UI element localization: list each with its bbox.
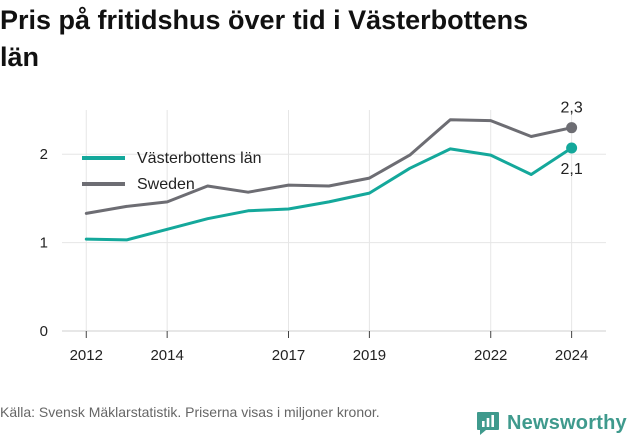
brand-name: Newsworthy bbox=[507, 411, 627, 434]
series-line-vasterbotten bbox=[84, 146, 574, 242]
legend-label-vasterbotten: Västerbottens län bbox=[137, 150, 262, 167]
grid-lines bbox=[62, 110, 606, 332]
series-line-sweden bbox=[84, 118, 574, 215]
legend-label-sweden: Sweden bbox=[137, 176, 195, 193]
legend: Västerbottens län Sweden bbox=[82, 150, 262, 193]
y-tick-label: 0 bbox=[40, 323, 48, 340]
x-tick-label: 2019 bbox=[353, 347, 386, 364]
end-point-vasterbotten bbox=[566, 142, 578, 154]
x-tick-label: 2022 bbox=[474, 347, 507, 364]
line-chart: 0 1 2 2012 2014 2017 2019 2022 2024 2,1 2,3 Väst… bbox=[40, 100, 606, 364]
x-tick-label: 2014 bbox=[150, 347, 183, 364]
end-label-sweden: 2,3 bbox=[560, 100, 582, 117]
brand-logo: Newsworthy bbox=[476, 409, 627, 437]
x-tick-label: 2017 bbox=[272, 347, 305, 364]
y-tick-label: 2 bbox=[40, 146, 48, 163]
y-tick-label: 1 bbox=[40, 235, 48, 252]
x-tick-label: 2012 bbox=[70, 347, 103, 364]
x-axis: 2012 2014 2017 2019 2022 2024 bbox=[70, 331, 588, 364]
end-point-sweden bbox=[566, 122, 578, 134]
x-tick-label: 2024 bbox=[555, 347, 588, 364]
newsworthy-logo-icon bbox=[477, 412, 499, 435]
y-axis: 0 1 2 bbox=[40, 146, 48, 340]
end-label-vasterbotten: 2,1 bbox=[560, 161, 582, 178]
source-note: Källa: Svensk Mäklarstatistik. Priserna … bbox=[0, 404, 380, 420]
series-lines: 2,1 2,3 bbox=[84, 100, 583, 242]
chart-title: Pris på fritidshus över tid i Västerbott… bbox=[0, 5, 529, 72]
